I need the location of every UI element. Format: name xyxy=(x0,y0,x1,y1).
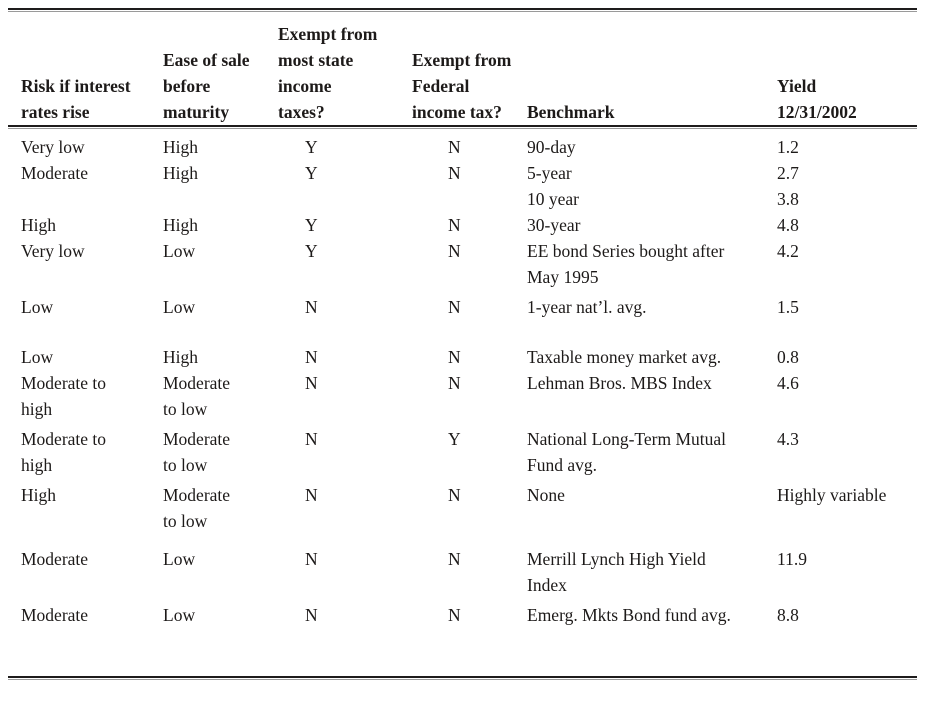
header-yield: Yield 12/31/2002 xyxy=(777,76,857,122)
cell-risk: Moderate to high xyxy=(21,373,107,419)
cell-yield: Highly variable xyxy=(777,485,887,505)
cell-state-tax: Y xyxy=(305,137,318,157)
cell-risk: Moderate xyxy=(21,163,89,183)
cell-risk: High xyxy=(21,485,56,505)
cell-state-tax: Y xyxy=(305,241,318,261)
cell-ease: Moderate to low xyxy=(163,373,231,419)
cell-benchmark: National Long-Term Mutual Fund avg. xyxy=(527,429,727,475)
cell-federal-tax: Y xyxy=(448,429,461,449)
table-row: Very low Low Y N EE bond Series bought a… xyxy=(8,238,917,294)
cell-benchmark: 90-day xyxy=(527,137,576,157)
cell-ease: Moderate to low xyxy=(163,429,231,475)
cell-risk: Low xyxy=(21,347,54,367)
cell-yield: 3.8 xyxy=(777,189,799,209)
cell-benchmark: Merrill Lynch High Yield Index xyxy=(527,549,706,595)
cell-state-tax: N xyxy=(305,373,318,393)
bond-comparison-table: Risk if interest rates rise Ease of sale… xyxy=(8,8,917,628)
cell-state-tax: Y xyxy=(305,215,318,235)
cell-ease: Moderate to low xyxy=(163,485,231,531)
cell-yield: 4.6 xyxy=(777,373,799,393)
cell-federal-tax: N xyxy=(448,347,461,367)
cell-federal-tax: N xyxy=(448,373,461,393)
cell-benchmark: Emerg. Mkts Bond fund avg. xyxy=(527,605,731,625)
cell-state-tax: N xyxy=(305,485,318,505)
cell-yield: 4.3 xyxy=(777,429,799,449)
cell-ease: High xyxy=(163,163,198,183)
cell-benchmark: None xyxy=(527,485,565,505)
cell-federal-tax: N xyxy=(448,605,461,625)
table-row: High High Y N 30-year 4.8 xyxy=(8,212,917,238)
cell-benchmark: Taxable money market avg. xyxy=(527,347,722,367)
cell-risk: Moderate xyxy=(21,605,89,625)
cell-risk: High xyxy=(21,215,56,235)
table-row: Moderate Low N N Emerg. Mkts Bond fund a… xyxy=(8,602,917,628)
cell-state-tax xyxy=(278,186,412,212)
table-row: Moderate to high Moderate to low N Y Nat… xyxy=(8,426,917,482)
cell-ease: Low xyxy=(163,549,196,569)
table-row: Moderate Low N N Merrill Lynch High Yiel… xyxy=(8,546,917,602)
header-separator-rule xyxy=(8,125,917,129)
cell-ease: High xyxy=(163,137,198,157)
cell-ease: Low xyxy=(163,297,196,317)
cell-ease: Low xyxy=(163,241,196,261)
cell-ease: High xyxy=(163,215,198,235)
cell-risk: Moderate xyxy=(21,549,89,569)
cell-benchmark: EE bond Series bought after May 1995 xyxy=(527,241,725,287)
cell-yield: 4.2 xyxy=(777,241,799,261)
cell-federal-tax: N xyxy=(448,297,461,317)
table-row: Very low High Y N 90-day 1.2 xyxy=(8,125,917,160)
cell-ease: Low xyxy=(163,605,196,625)
cell-benchmark: 10 year xyxy=(527,189,579,209)
cell-yield: 1.2 xyxy=(777,137,799,157)
table-row: High Moderate to low N N None Highly var… xyxy=(8,482,917,538)
cell-yield: 11.9 xyxy=(777,549,807,569)
row-gap xyxy=(8,320,917,344)
cell-state-tax: N xyxy=(305,605,318,625)
cell-risk: Low xyxy=(21,297,54,317)
cell-risk: Very low xyxy=(21,137,85,157)
table-top-rule xyxy=(8,8,917,12)
cell-risk: Moderate to high xyxy=(21,429,107,475)
cell-state-tax: Y xyxy=(305,163,318,183)
cell-yield: 1.5 xyxy=(777,297,799,317)
cell-federal-tax: N xyxy=(448,485,461,505)
header-state-tax: Exempt from most state income taxes? xyxy=(278,24,378,122)
cell-federal-tax: N xyxy=(448,549,461,569)
cell-federal-tax: N xyxy=(448,215,461,235)
cell-risk xyxy=(8,186,163,212)
cell-yield: 8.8 xyxy=(777,605,799,625)
cell-benchmark: 5-year xyxy=(527,163,572,183)
table-bottom-rule xyxy=(8,676,917,680)
table-row: Low High N N Taxable money market avg. 0… xyxy=(8,344,917,370)
row-gap xyxy=(8,538,917,546)
header-federal-tax: Exempt from Federal income tax? xyxy=(412,50,512,122)
table-row: Moderate High Y N 5-year 2.7 xyxy=(8,160,917,186)
header-benchmark: Benchmark xyxy=(527,102,615,122)
cell-yield: 0.8 xyxy=(777,347,799,367)
cell-benchmark: 1-year nat’l. avg. xyxy=(527,297,647,317)
cell-yield: 2.7 xyxy=(777,163,799,183)
cell-state-tax: N xyxy=(305,429,318,449)
cell-benchmark: Lehman Bros. MBS Index xyxy=(527,373,712,393)
cell-state-tax: N xyxy=(305,549,318,569)
table-row: 10 year 3.8 xyxy=(8,186,917,212)
cell-ease xyxy=(163,186,278,212)
cell-benchmark: 30-year xyxy=(527,215,581,235)
header-row: Risk if interest rates rise Ease of sale… xyxy=(8,8,917,125)
header-ease: Ease of sale before maturity xyxy=(163,50,250,122)
header-risk: Risk if interest rates rise xyxy=(21,76,131,122)
table-row: Low Low N N 1-year nat’l. avg. 1.5 xyxy=(8,294,917,320)
table-row: Moderate to high Moderate to low N N Leh… xyxy=(8,370,917,426)
cell-state-tax: N xyxy=(305,297,318,317)
cell-ease: High xyxy=(163,347,198,367)
cell-state-tax: N xyxy=(305,347,318,367)
cell-federal-tax: N xyxy=(448,137,461,157)
cell-yield: 4.8 xyxy=(777,215,799,235)
cell-risk: Very low xyxy=(21,241,85,261)
cell-federal-tax: N xyxy=(448,241,461,261)
cell-federal-tax: N xyxy=(448,163,461,183)
cell-federal-tax xyxy=(412,186,527,212)
